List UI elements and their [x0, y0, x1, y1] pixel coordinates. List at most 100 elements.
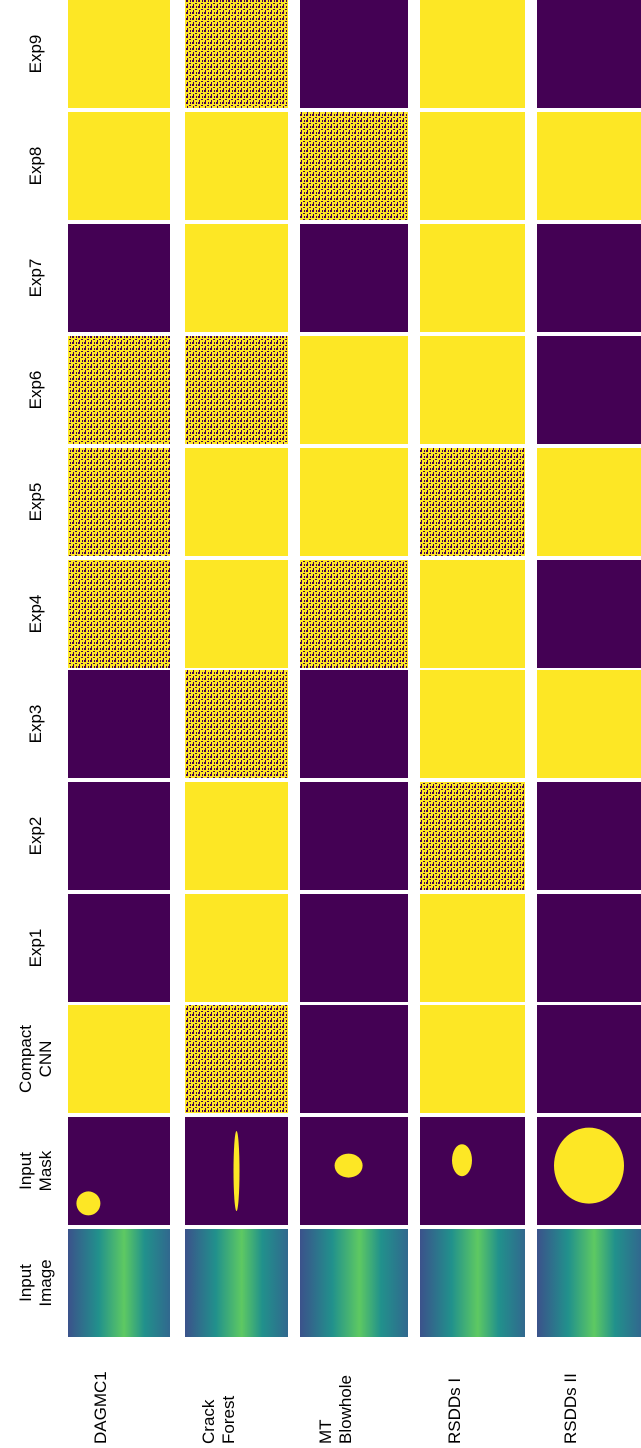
mask-blob [234, 1131, 240, 1211]
result-image [420, 894, 525, 1002]
result-image [537, 112, 641, 220]
row-label: Exp8 [6, 111, 66, 221]
row-label-line: Exp1 [26, 893, 46, 1003]
row-label: Exp5 [6, 447, 66, 557]
dataset-label-line: RSDDs II [561, 1340, 581, 1444]
dataset-label: DAGMC1 [71, 1340, 131, 1444]
row-label-line: Image [36, 1228, 56, 1338]
result-image [537, 670, 641, 778]
result-image [300, 0, 408, 108]
result-image [68, 0, 170, 108]
result-image [420, 1005, 525, 1113]
result-image [185, 560, 288, 668]
result-image [68, 1229, 170, 1337]
result-image [300, 894, 408, 1002]
row-label-line: Mask [36, 1116, 56, 1226]
dataset-label-line: Crack [199, 1340, 219, 1444]
result-image [420, 670, 525, 778]
result-image [537, 782, 641, 890]
result-image [537, 0, 641, 108]
result-image [68, 336, 170, 444]
grid [0, 0, 641, 1448]
result-image [420, 782, 525, 890]
mask-blob [452, 1144, 472, 1176]
dataset-label-line: DAGMC1 [91, 1340, 111, 1444]
result-image [420, 560, 525, 668]
result-image [300, 670, 408, 778]
row-label-line: Exp8 [26, 111, 46, 221]
result-image [68, 1005, 170, 1113]
row-label-line: Exp3 [26, 669, 46, 779]
result-image [185, 894, 288, 1002]
result-image [300, 112, 408, 220]
row-label: Exp4 [6, 559, 66, 669]
row-label: Exp2 [6, 781, 66, 891]
result-image [537, 336, 641, 444]
result-image [420, 112, 525, 220]
row-label: Exp1 [6, 893, 66, 1003]
row-label-line: Exp9 [26, 0, 46, 109]
row-label-line: Exp6 [26, 335, 46, 445]
result-image [68, 894, 170, 1002]
result-image [420, 1117, 525, 1225]
figure: Exp9Exp8Exp7Exp6Exp5Exp4Exp3Exp2Exp1Comp… [0, 0, 641, 1448]
result-image [537, 894, 641, 1002]
result-image [420, 224, 525, 332]
result-image [68, 448, 170, 556]
row-label-line: Exp5 [26, 447, 46, 557]
result-image [420, 448, 525, 556]
dataset-label-line: Blowhole [336, 1340, 356, 1444]
result-image [185, 336, 288, 444]
result-image [185, 0, 288, 108]
result-image [300, 336, 408, 444]
result-image [537, 224, 641, 332]
row-label-line: CNN [36, 1004, 56, 1114]
result-image [68, 224, 170, 332]
result-image [300, 448, 408, 556]
result-image [300, 1005, 408, 1113]
row-label-line: Input [16, 1228, 36, 1338]
row-label-line: Compact [16, 1004, 36, 1114]
result-image [185, 112, 288, 220]
row-label-line: Exp4 [26, 559, 46, 669]
result-image [300, 560, 408, 668]
result-image [420, 336, 525, 444]
result-image [420, 1229, 525, 1337]
mask-blob [76, 1191, 100, 1215]
dataset-label-line: MT [316, 1340, 336, 1444]
result-image [185, 782, 288, 890]
result-image [420, 0, 525, 108]
result-image [68, 782, 170, 890]
result-image [537, 1005, 641, 1113]
result-image [537, 1229, 641, 1337]
result-image [68, 112, 170, 220]
result-image [300, 782, 408, 890]
dataset-label: RSDDs I [425, 1340, 485, 1444]
result-image [68, 560, 170, 668]
result-image [185, 448, 288, 556]
mask-blob [335, 1154, 363, 1178]
row-label-line: Exp7 [26, 223, 46, 333]
result-image [300, 1229, 408, 1337]
row-label-line: Exp2 [26, 781, 46, 891]
result-image [185, 1005, 288, 1113]
row-label-line: Input [16, 1116, 36, 1226]
row-label: Exp3 [6, 669, 66, 779]
row-label: Exp7 [6, 223, 66, 333]
row-label: Exp6 [6, 335, 66, 445]
result-image [68, 670, 170, 778]
result-image [185, 1229, 288, 1337]
mask-blob [554, 1128, 624, 1204]
result-image [537, 448, 641, 556]
result-image [537, 560, 641, 668]
result-image [185, 670, 288, 778]
dataset-label: RSDDs II [541, 1340, 601, 1444]
result-image [185, 224, 288, 332]
dataset-label-line: RSDDs I [445, 1340, 465, 1444]
row-label: Exp9 [6, 0, 66, 109]
